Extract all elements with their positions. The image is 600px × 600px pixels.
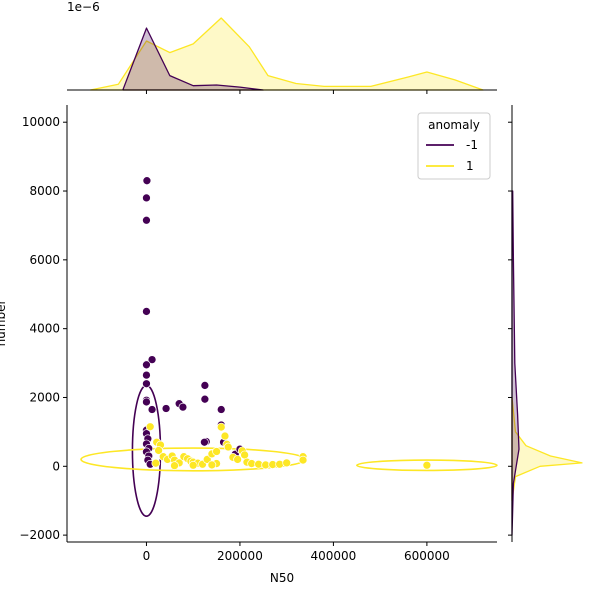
x-tick-label: 600000 bbox=[404, 549, 450, 563]
scatter-point-normal bbox=[154, 446, 163, 455]
scatter-point-normal bbox=[223, 442, 233, 452]
scatter-point-normal bbox=[151, 458, 161, 468]
scatter-point-normal bbox=[240, 450, 249, 460]
x-tick-label: 0 bbox=[143, 549, 151, 563]
scatter-point-normal bbox=[170, 461, 179, 470]
kde-contour-normal bbox=[355, 459, 498, 472]
scatter-point-anomaly bbox=[142, 307, 151, 316]
scatter-point-anomaly bbox=[200, 437, 209, 447]
scatter-point-anomaly bbox=[142, 397, 151, 407]
scatter-point-normal bbox=[233, 455, 242, 464]
scatter-point-anomaly bbox=[161, 404, 171, 413]
scatter-point-normal bbox=[212, 447, 221, 456]
right-marginal-density bbox=[511, 190, 583, 536]
legend-box bbox=[417, 112, 491, 180]
legend-title: anomaly bbox=[428, 118, 480, 132]
x-tick-label: 200000 bbox=[217, 549, 263, 563]
scatter-point-anomaly bbox=[142, 379, 151, 389]
y-tick-label: 10000 bbox=[22, 115, 60, 129]
scatter-point-normal bbox=[275, 459, 285, 469]
top-offset-label: 1e−6 bbox=[67, 0, 100, 14]
scatter-point-normal bbox=[188, 460, 198, 470]
legend-label-anomaly-pos1: 1 bbox=[466, 159, 474, 173]
scatter-point-anomaly bbox=[142, 370, 151, 380]
x-axis-ticks: 0 200000 400000 600000 bbox=[143, 542, 450, 563]
top-density-normal bbox=[89, 17, 484, 91]
y-axis-ticks: −2000 0 2000 4000 6000 8000 10000 bbox=[19, 115, 67, 542]
y-tick-label: 6000 bbox=[29, 253, 60, 267]
scatter-point-anomaly bbox=[200, 381, 210, 390]
x-tick-label: 400000 bbox=[311, 549, 357, 563]
scatter-point-anomaly bbox=[142, 193, 151, 203]
y-tick-label: −2000 bbox=[19, 528, 60, 542]
scatter-point-anomaly bbox=[147, 355, 157, 364]
scatter-point-anomaly bbox=[142, 215, 151, 225]
top-marginal-ticks bbox=[145, 90, 428, 94]
scatter-point-anomaly bbox=[216, 405, 226, 414]
y-tick-label: 0 bbox=[52, 459, 60, 473]
scatter-point-normal bbox=[282, 458, 292, 468]
scatter-point-anomaly bbox=[178, 402, 188, 412]
scatter-point-normal bbox=[145, 422, 155, 432]
scatter-point-normal bbox=[298, 455, 308, 465]
right-density-anomaly bbox=[511, 190, 520, 536]
scatter-point-normal bbox=[207, 460, 217, 470]
y-tick-label: 2000 bbox=[29, 390, 60, 404]
scatter-point-anomaly bbox=[142, 176, 152, 186]
right-density-normal bbox=[511, 396, 583, 502]
scatter-point-normal bbox=[422, 460, 432, 470]
scatter-point-normal bbox=[216, 422, 226, 432]
scatter-point-normal bbox=[202, 455, 212, 464]
scatter-point-anomaly bbox=[142, 360, 151, 370]
scatter-point-normal bbox=[220, 431, 230, 441]
scatter-points bbox=[142, 176, 432, 470]
y-tick-label: 8000 bbox=[29, 184, 60, 198]
scatter-point-anomaly bbox=[147, 405, 157, 414]
scatter-point-anomaly bbox=[200, 394, 210, 404]
legend: anomaly -1 1 bbox=[417, 112, 491, 180]
main-scatter-plot bbox=[80, 176, 498, 517]
y-tick-label: 4000 bbox=[29, 322, 60, 336]
top-marginal-density bbox=[89, 17, 484, 91]
x-axis-label: N50 bbox=[270, 571, 294, 585]
y-axis-label: number bbox=[0, 300, 8, 347]
legend-label-anomaly-neg1: -1 bbox=[466, 138, 478, 152]
right-marginal-ticks bbox=[508, 121, 512, 536]
